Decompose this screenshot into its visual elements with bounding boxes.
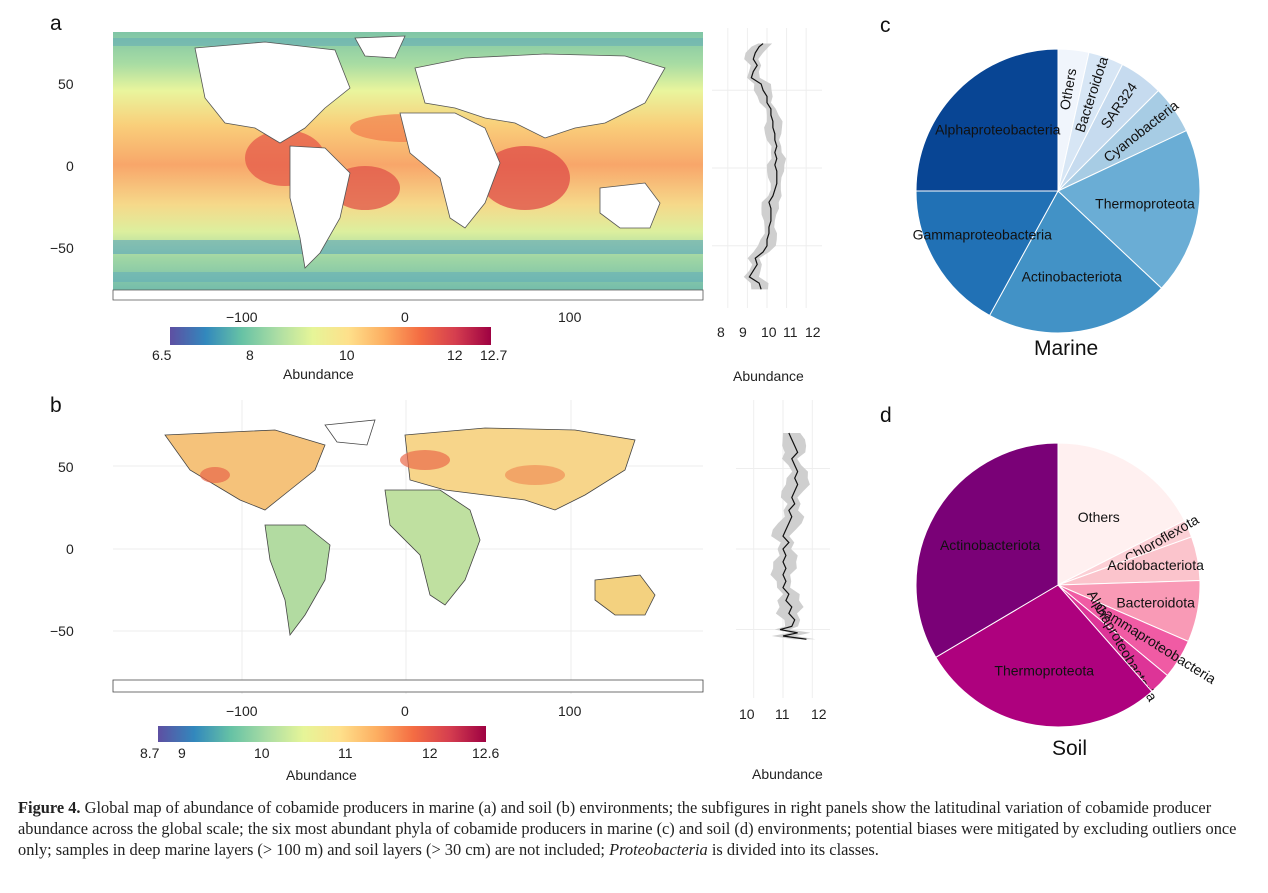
colorbar-b-tick: 11 bbox=[338, 745, 353, 761]
lat-a-xtick: 9 bbox=[739, 324, 747, 340]
antarctica bbox=[112, 289, 704, 301]
map-a-ytick: 50 bbox=[58, 76, 74, 92]
colorbar-a-tick: 8 bbox=[246, 347, 254, 363]
pie-slice-gammaproteobacteria bbox=[915, 190, 1059, 317]
colorbar-a-tick: 12 bbox=[447, 347, 463, 363]
africa bbox=[384, 489, 481, 606]
north-america bbox=[194, 41, 351, 144]
latitude-profile-a bbox=[712, 28, 822, 308]
soil-land-masses bbox=[112, 419, 704, 693]
pie-c-title: Marine bbox=[1034, 337, 1099, 360]
pie-d-title: Soil bbox=[1052, 737, 1088, 760]
map-b-ytick: 0 bbox=[66, 541, 74, 557]
colorbar-a-tick: 10 bbox=[339, 347, 355, 363]
pie-label: Alphaproteobacteria bbox=[935, 121, 1061, 137]
pie-label: Actinobacteriota bbox=[1022, 269, 1123, 285]
pie-slice-alphaproteobacteria bbox=[915, 48, 1059, 192]
colorbar-a bbox=[170, 327, 491, 345]
south-america bbox=[289, 145, 351, 269]
eurasia bbox=[414, 53, 666, 139]
marine-phyla-pie: OthersBacteroidotaSAR324CyanobacteriaThe… bbox=[913, 48, 1201, 334]
soil-phyla-pie: Others ChloroflexotaAcidobacteriotaBacter… bbox=[915, 442, 1219, 728]
confidence-band bbox=[743, 43, 787, 290]
pie-slice-others bbox=[1057, 442, 1186, 586]
greenland bbox=[354, 35, 406, 59]
pie-slice-thermoproteota bbox=[1057, 129, 1201, 289]
colorbar-a-tick: 12.7 bbox=[480, 347, 508, 363]
pie-slice-thermoproteota bbox=[935, 584, 1153, 728]
map-b-ytick: 50 bbox=[58, 459, 74, 475]
pie-label: Thermoproteota bbox=[994, 663, 1094, 679]
map-b-xtick: 0 bbox=[401, 703, 409, 719]
africa bbox=[399, 112, 501, 229]
australia bbox=[599, 182, 661, 229]
colorbar-b bbox=[158, 726, 486, 742]
lat-b-xtick: 10 bbox=[739, 706, 755, 722]
lat-b-title: Abundance bbox=[752, 766, 823, 782]
pie-slice-actinobacteriota bbox=[915, 442, 1059, 658]
mean-abundance-line bbox=[748, 43, 778, 290]
australia bbox=[594, 574, 656, 616]
map-a-xtick: −100 bbox=[226, 309, 258, 325]
lat-a-xtick: 12 bbox=[805, 324, 821, 340]
hotspot bbox=[480, 146, 570, 210]
pie-label: Bacteroidota bbox=[1116, 594, 1195, 610]
panel-b-label: b bbox=[50, 394, 62, 417]
pie-slice-actinobacteriota bbox=[988, 190, 1163, 334]
panel-a-label: a bbox=[50, 12, 62, 35]
map-a-ytick: 0 bbox=[66, 158, 74, 174]
panel-c-label: c bbox=[880, 14, 891, 37]
colorbar-b-tick: 8.7 bbox=[140, 745, 160, 761]
caption-text: Global map of abundance of cobamide prod… bbox=[18, 798, 1237, 859]
soil-abundance-map bbox=[112, 400, 704, 694]
mean-abundance-line bbox=[779, 432, 807, 640]
caption-italic: Proteobacteria bbox=[609, 840, 708, 859]
lat-a-title: Abundance bbox=[733, 368, 804, 384]
confidence-band bbox=[770, 433, 816, 640]
latitude-profile-b bbox=[736, 400, 830, 698]
lat-a-xtick: 11 bbox=[783, 324, 798, 340]
pie-label: Thermoproteota bbox=[1095, 195, 1195, 211]
map-a-xtick: 0 bbox=[401, 309, 409, 325]
greenland bbox=[324, 419, 376, 446]
lat-b-xtick: 12 bbox=[811, 706, 827, 722]
cool-band bbox=[113, 240, 703, 254]
colorbar-b-tick: 12 bbox=[422, 745, 438, 761]
hotspots bbox=[200, 450, 565, 485]
land-masses bbox=[112, 35, 704, 301]
marine-abundance-map bbox=[112, 32, 704, 301]
figure-label: Figure 4. bbox=[18, 798, 81, 817]
figure-caption: Figure 4. Global map of abundance of cob… bbox=[18, 797, 1253, 860]
map-b-ytick: −50 bbox=[50, 623, 74, 639]
antarctica bbox=[112, 679, 704, 693]
pie-label: Acidobacteriota bbox=[1107, 557, 1204, 573]
pie-label: Others bbox=[1056, 67, 1079, 111]
caption-text-end: is divided into its classes. bbox=[707, 840, 879, 859]
lat-a-xtick: 10 bbox=[761, 324, 777, 340]
pie-label: Others bbox=[1078, 509, 1120, 525]
lat-a-xtick: 8 bbox=[717, 324, 725, 340]
map-b-xtick: 100 bbox=[558, 703, 582, 719]
map-a-xtick: 100 bbox=[558, 309, 582, 325]
lat-b-xtick: 11 bbox=[775, 706, 790, 722]
cool-band bbox=[113, 272, 703, 282]
colorbar-a-tick: 6.5 bbox=[152, 347, 172, 363]
map-b-xtick: −100 bbox=[226, 703, 258, 719]
cool-band bbox=[113, 38, 703, 46]
colorbar-b-tick: 12.6 bbox=[472, 745, 500, 761]
colorbar-b-tick: 9 bbox=[178, 745, 186, 761]
colorbar-b-tick: 10 bbox=[254, 745, 270, 761]
colorbar-a-title: Abundance bbox=[283, 366, 354, 382]
pie-label: Actinobacteriota bbox=[940, 537, 1041, 553]
south-america bbox=[264, 524, 331, 637]
colorbar-b-title: Abundance bbox=[286, 767, 357, 783]
map-a-ytick: −50 bbox=[50, 240, 74, 256]
panel-d-label: d bbox=[880, 404, 892, 427]
pie-label: Gammaproteobacteria bbox=[913, 227, 1053, 243]
